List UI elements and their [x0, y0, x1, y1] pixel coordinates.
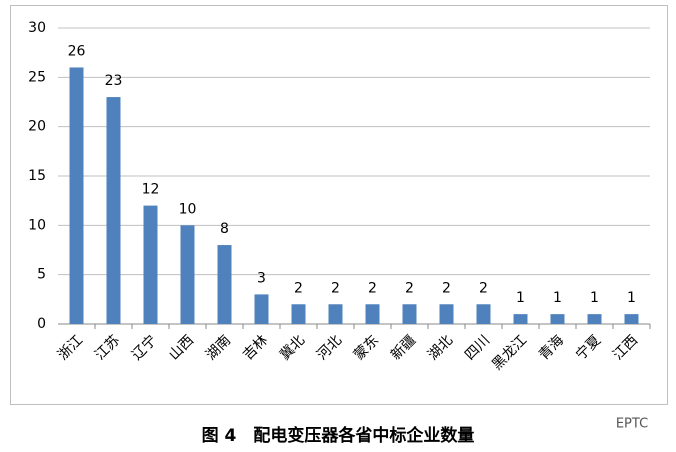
- value-label: 10: [179, 201, 197, 217]
- bar: [624, 314, 639, 324]
- y-tick-label: 0: [37, 316, 46, 332]
- value-label: 8: [220, 221, 229, 237]
- value-label: 2: [479, 280, 488, 296]
- value-label: 1: [590, 290, 599, 306]
- y-tick-label: 5: [37, 267, 46, 283]
- value-label: 1: [516, 290, 525, 306]
- value-label: 2: [331, 280, 340, 296]
- y-tick-label: 25: [28, 69, 46, 85]
- y-tick-label: 15: [28, 168, 46, 184]
- bar: [476, 304, 491, 324]
- value-label: 1: [553, 290, 562, 306]
- caption: 图 4 配电变压器各省中标企业数量: [202, 425, 475, 446]
- value-label: 12: [142, 182, 160, 198]
- bar: [587, 314, 602, 324]
- value-label: 2: [294, 280, 303, 296]
- value-label: 2: [368, 280, 377, 296]
- value-label: 23: [105, 73, 123, 89]
- bar: [365, 304, 380, 324]
- bar: [254, 294, 269, 324]
- bar: [291, 304, 306, 324]
- value-label: 2: [405, 280, 414, 296]
- bar: [439, 304, 454, 324]
- y-tick-label: 10: [28, 217, 46, 233]
- bar: [550, 314, 565, 324]
- y-tick-label: 30: [28, 20, 46, 36]
- bar: [106, 97, 121, 324]
- bar: [180, 225, 195, 324]
- value-label: 1: [627, 290, 636, 306]
- value-label: 2: [442, 280, 451, 296]
- watermark: EPTC: [616, 417, 648, 432]
- bar: [402, 304, 417, 324]
- bar: [69, 67, 84, 324]
- value-label: 26: [68, 43, 86, 59]
- bar: [143, 205, 158, 324]
- bar: [513, 314, 528, 324]
- bar: [217, 245, 232, 324]
- y-tick-label: 20: [28, 119, 46, 135]
- value-label: 3: [257, 270, 266, 286]
- bar: [328, 304, 343, 324]
